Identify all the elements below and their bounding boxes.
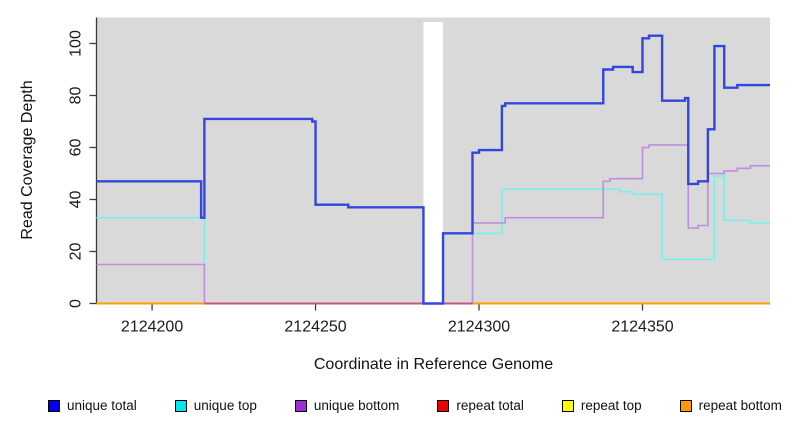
legend-label: repeat total (456, 398, 524, 413)
legend-swatch (437, 399, 450, 412)
y-tick-label: 60 (68, 139, 85, 157)
legend-label: repeat bottom (698, 398, 782, 413)
legend-swatch (561, 399, 574, 412)
legend-item-unique-top: unique top (174, 398, 257, 413)
legend-label: unique bottom (313, 398, 400, 413)
x-tick-label: 2124200 (121, 319, 183, 336)
legend-swatch (174, 399, 187, 412)
y-tick-label: 20 (68, 243, 85, 261)
y-tick-label: 100 (68, 30, 85, 57)
legend-item-repeat-total: repeat total (437, 398, 524, 413)
legend-label: repeat top (580, 398, 642, 413)
legend-item-unique-total: unique total (48, 398, 137, 413)
legend-label: unique total (67, 398, 137, 413)
legend-item-unique-bottom: unique bottom (294, 398, 400, 413)
x-tick-label: 2124350 (611, 319, 673, 336)
series-unique-total (96, 34, 770, 305)
legend-swatch (679, 399, 692, 412)
no-data-gap-band (423, 22, 444, 304)
x-tick-label: 2124300 (448, 319, 510, 336)
legend-label: unique top (193, 398, 257, 413)
y-tick-label: 80 (68, 87, 85, 105)
series-unique-bottom (96, 144, 770, 305)
x-axis-label: Coordinate in Reference Genome (313, 356, 554, 373)
legend-swatch (48, 399, 60, 412)
legend-item-repeat-top: repeat top (561, 398, 642, 413)
x-tick-label: 2124250 (284, 319, 346, 336)
y-tick-label: 0 (68, 299, 85, 308)
y-tick-label: 40 (68, 191, 85, 209)
legend: unique total unique top unique bottom repea… (48, 398, 782, 413)
legend-swatch (294, 399, 307, 412)
y-axis-label: Read Coverage Depth (19, 80, 36, 240)
legend-item-repeat-bottom: repeat bottom (679, 398, 782, 413)
